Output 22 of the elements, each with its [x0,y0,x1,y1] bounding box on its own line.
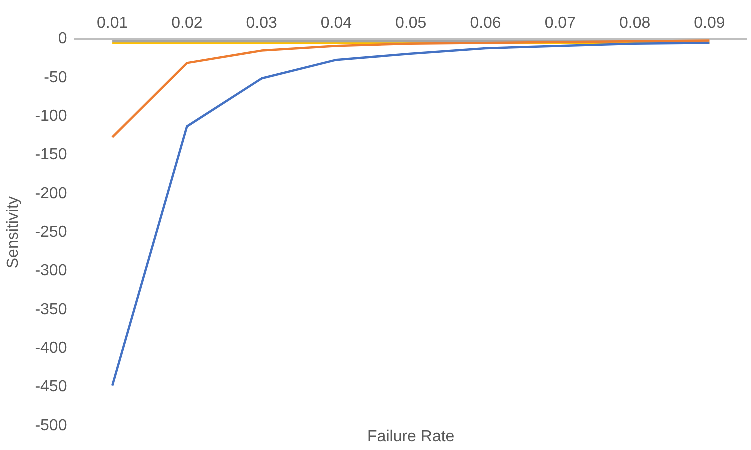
x-tick-label: 0.07 [544,15,576,32]
x-tick-label: 0.03 [246,15,278,32]
y-tick-label: -450 [35,378,68,396]
x-tick-label: 0.06 [470,15,502,32]
y-tick-label: -200 [35,185,68,202]
y-tick-label: -250 [35,224,68,242]
x-tick-label: 0.09 [694,15,726,32]
y-tick-label: 0 [58,30,68,48]
x-tick-label: 0.02 [172,15,203,32]
y-tick-label: -50 [44,69,68,86]
x-tick-label: 0.08 [619,15,651,32]
y-tick-label: -400 [35,340,68,358]
x-tick-label: 0.05 [396,15,427,32]
x-tick-label: 0.04 [320,15,352,32]
x-tick-label: 0.01 [96,15,128,32]
x-axis-title: Failure Rate [368,428,455,446]
y-tick-label: -350 [35,301,68,318]
y-tick-label: -300 [35,262,68,280]
y-tick-label: -500 [35,417,68,434]
y-tick-label: -100 [35,108,68,125]
y-tick-label: -150 [35,146,68,164]
y-axis-title: Sensitivity [5,196,22,269]
